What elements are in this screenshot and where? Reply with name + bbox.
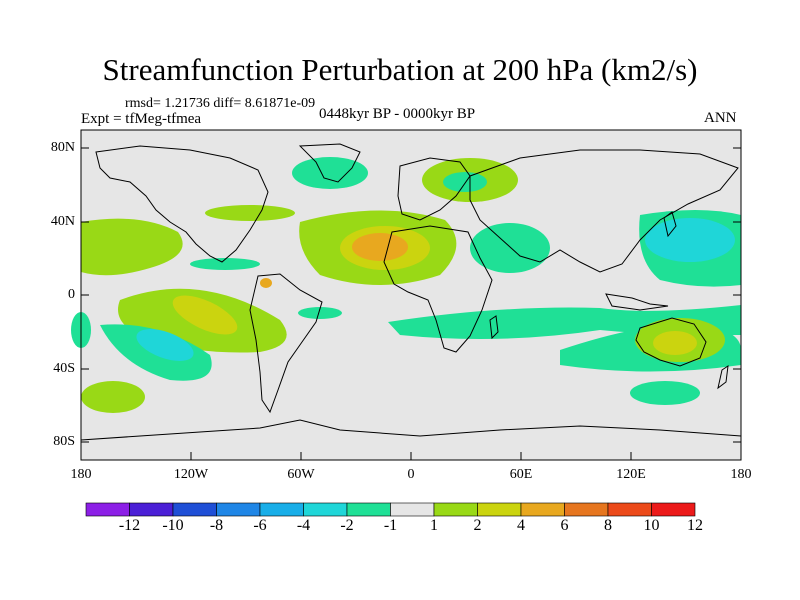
colorbar-swatch	[216, 502, 261, 517]
coast-japan	[663, 211, 677, 238]
colorbar-swatch	[346, 502, 391, 517]
lon-tick-180e: 180	[730, 467, 752, 482]
coastlines	[80, 143, 742, 441]
colorbar-swatch	[433, 502, 478, 517]
colorbar-label: 2	[473, 517, 482, 534]
coast-greenland	[298, 143, 361, 183]
colorbar-swatch	[259, 502, 304, 517]
contour-e-pacific-north	[81, 218, 183, 276]
colorbar-swatch	[129, 502, 174, 517]
colorbar-label: 4	[517, 517, 525, 534]
colorbar-label: -6	[253, 517, 267, 534]
map-title: Streamfunction Perturbation at 200 hPa (…	[102, 52, 698, 87]
coast-south-america	[249, 273, 323, 414]
coast-australia	[635, 317, 707, 367]
colorbar-label: -10	[162, 517, 184, 534]
colorbar-swatch	[390, 502, 435, 517]
contour-australia-core	[653, 331, 697, 355]
lat-tick-40n: 40N	[50, 214, 75, 229]
coast-new-zealand	[717, 364, 729, 390]
coast-madagascar	[489, 315, 499, 340]
colorbar-swatch	[172, 502, 217, 517]
colorbar-swatch	[477, 502, 522, 517]
colorbar-swatch	[85, 502, 130, 517]
lon-tick-180w: 180	[70, 467, 92, 482]
colorbar-label: 10	[643, 517, 660, 534]
lat-tick-0: 0	[68, 287, 75, 302]
contour-s-pacific-core	[172, 295, 238, 335]
colorbar-label: 8	[604, 517, 612, 534]
lon-tick-60e: 60E	[509, 467, 533, 482]
stats-text: rmsd= 1.21736 diff= 8.61871e-09	[125, 96, 316, 111]
lon-tick-120w: 120W	[173, 467, 209, 482]
colorbar	[85, 502, 696, 517]
contour-s-america-east	[298, 307, 342, 319]
colorbar-label: -1	[383, 517, 398, 534]
colorbar-swatch	[564, 502, 609, 517]
contour-n-europe-inner	[443, 172, 487, 192]
coast-africa	[383, 225, 493, 353]
colorbar-label: 6	[560, 517, 569, 534]
lon-tick-120e: 120E	[616, 467, 646, 482]
colorbar-label: -12	[118, 517, 141, 534]
coast-europe	[397, 157, 471, 221]
lat-tick-80s: 80S	[53, 434, 75, 449]
colorbar-label: 1	[430, 517, 438, 534]
contour-nw-pacific-core	[645, 218, 735, 262]
colorbar-label: -4	[296, 517, 311, 534]
lon-tick-60w: 60W	[287, 467, 315, 482]
lon-tick-0: 0	[407, 467, 415, 482]
colorbar-swatch	[607, 502, 652, 517]
season-label: ANN	[704, 110, 737, 126]
lat-tick-80n: 80N	[50, 140, 75, 155]
coast-antarctica	[80, 419, 742, 441]
contour-arabia	[470, 223, 550, 273]
contour-far-south-pacific	[81, 381, 145, 413]
lat-tick-40s: 40S	[53, 361, 75, 376]
contour-n-atlantic	[292, 157, 368, 189]
colorbar-label: 12	[687, 517, 703, 534]
colorbar-label: -2	[340, 517, 354, 534]
tick-marks	[81, 147, 741, 460]
period-label: 0448kyr BP - 0000kyr BP	[319, 106, 476, 122]
colorbar-swatch	[651, 502, 696, 517]
contour-south-indian	[630, 381, 700, 405]
contour-caribbean-dot	[260, 278, 272, 288]
contour-central-america	[190, 258, 260, 270]
colorbar-label: -8	[209, 517, 224, 534]
experiment-label: Expt = tfMeg-tfmea	[81, 111, 202, 127]
colorbar-swatch	[520, 502, 565, 517]
colorbar-swatch	[303, 502, 348, 517]
coast-north-america	[95, 145, 269, 263]
coast-asia	[469, 149, 739, 273]
contour-sahara-core	[352, 233, 408, 261]
contour-na-east	[205, 205, 295, 221]
coast-indonesia	[605, 293, 669, 311]
contour-sw-pacific-core	[136, 329, 194, 361]
